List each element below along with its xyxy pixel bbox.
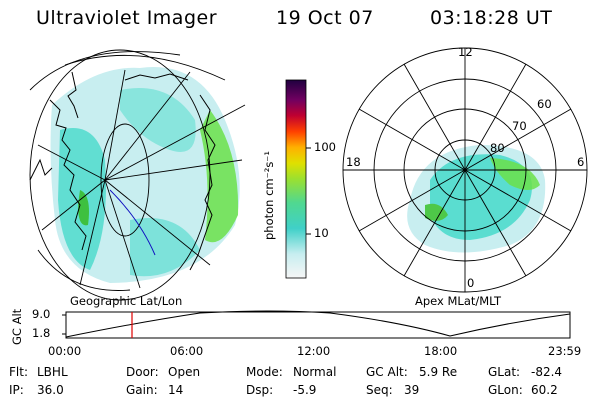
longitude-line: [41, 179, 106, 231]
emission-patch-cyan: [130, 218, 200, 277]
longitude-line: [104, 159, 243, 181]
mode-label: Mode:: [246, 365, 283, 379]
altitude-ylabel: GC Alt: [10, 308, 24, 345]
glat-label: GLat:: [488, 365, 521, 379]
emission-patch-cyan: [120, 88, 196, 152]
altitude-plot: [62, 310, 571, 339]
altitude-plot-frame: [65, 311, 571, 339]
mlt-line: [403, 63, 466, 171]
gain-label: Gain:: [126, 383, 158, 397]
polar-caption: Apex MLat/MLT: [415, 294, 502, 308]
coastline: [49, 99, 87, 251]
colorbar: [285, 79, 311, 279]
xtick-label: 12:00: [297, 344, 331, 358]
longitude-line: [104, 104, 246, 181]
altitude-ytick-top: 9.0: [32, 307, 51, 321]
xtick-label: 00:00: [48, 344, 82, 358]
date-label: 19 Oct 07: [276, 7, 374, 29]
gcalt-value: 5.9 Re: [419, 365, 458, 379]
ip-label: IP:: [9, 383, 24, 397]
longitude-line: [104, 69, 126, 181]
coastline: [189, 94, 216, 271]
emission-patch-green: [425, 203, 448, 221]
seq-value: 39: [404, 383, 420, 397]
mlt-label-0: 0: [467, 276, 475, 290]
dsp-value: -5.9: [293, 383, 317, 397]
longitude-line: [104, 179, 141, 289]
orbit-track: [109, 189, 156, 256]
mlt-label-12: 12: [458, 45, 473, 59]
latitude-circle: [29, 51, 181, 91]
mlt-label-18: 18: [346, 155, 361, 169]
mlt-line: [358, 169, 466, 232]
longitude-line: [104, 179, 211, 266]
xtick-label: 23:59: [548, 344, 582, 358]
seq-label: Seq:: [366, 383, 393, 397]
altitude-curve: [65, 310, 571, 338]
colorbar-gradient: [285, 79, 307, 279]
door-value: Open: [168, 365, 201, 379]
mlat-label-70: 70: [512, 119, 527, 133]
mlat-label-80: 80: [490, 141, 505, 155]
filter-label: Flt:: [9, 365, 28, 379]
mlt-line: [464, 169, 572, 232]
emission-patch-green: [490, 158, 540, 190]
colorbar-tick-label: 10: [314, 226, 329, 240]
app-title: Ultraviolet Imager: [36, 7, 218, 29]
time-label: 03:18:28 UT: [430, 7, 553, 29]
longitude-line: [79, 179, 106, 286]
glon-value: 60.2: [531, 383, 558, 397]
latitude-circle: [64, 54, 226, 81]
mlt-line: [403, 169, 466, 277]
longitude-line: [104, 71, 191, 181]
gcalt-label: GC Alt:: [366, 365, 408, 379]
mlt-line: [464, 63, 527, 171]
xtick-label: 18:00: [424, 344, 458, 358]
longitude-line: [37, 144, 106, 181]
altitude-ytick-bottom: 1.8: [32, 326, 51, 340]
xtick-label: 06:00: [170, 344, 204, 358]
polar-map: [342, 47, 588, 293]
mlt-label-6: 6: [577, 155, 585, 169]
glat-value: -82.4: [531, 365, 563, 379]
door-label: Door:: [126, 365, 159, 379]
filter-value: LBHL: [37, 365, 68, 379]
latitude-circle: [100, 123, 150, 237]
coastline: [67, 71, 79, 119]
geographic-map: [29, 49, 246, 301]
colorbar-tick-label: 100: [314, 140, 336, 154]
colorbar-unit-label: photon cm⁻²s⁻¹: [262, 151, 276, 240]
mlt-line: [464, 108, 572, 171]
mode-value: Normal: [293, 365, 337, 379]
gain-value: 14: [168, 383, 184, 397]
coastline: [29, 158, 53, 181]
coastline: [124, 73, 189, 81]
mlat-label-60: 60: [537, 97, 552, 111]
dsp-label: Dsp:: [246, 383, 274, 397]
mlt-line: [464, 169, 527, 277]
ip-value: 36.0: [37, 383, 64, 397]
glon-label: GLon:: [488, 383, 523, 397]
latitude-circle: [37, 249, 131, 291]
geographic-caption: Geographic Lat/Lon: [70, 294, 183, 308]
mlt-line: [358, 108, 466, 171]
